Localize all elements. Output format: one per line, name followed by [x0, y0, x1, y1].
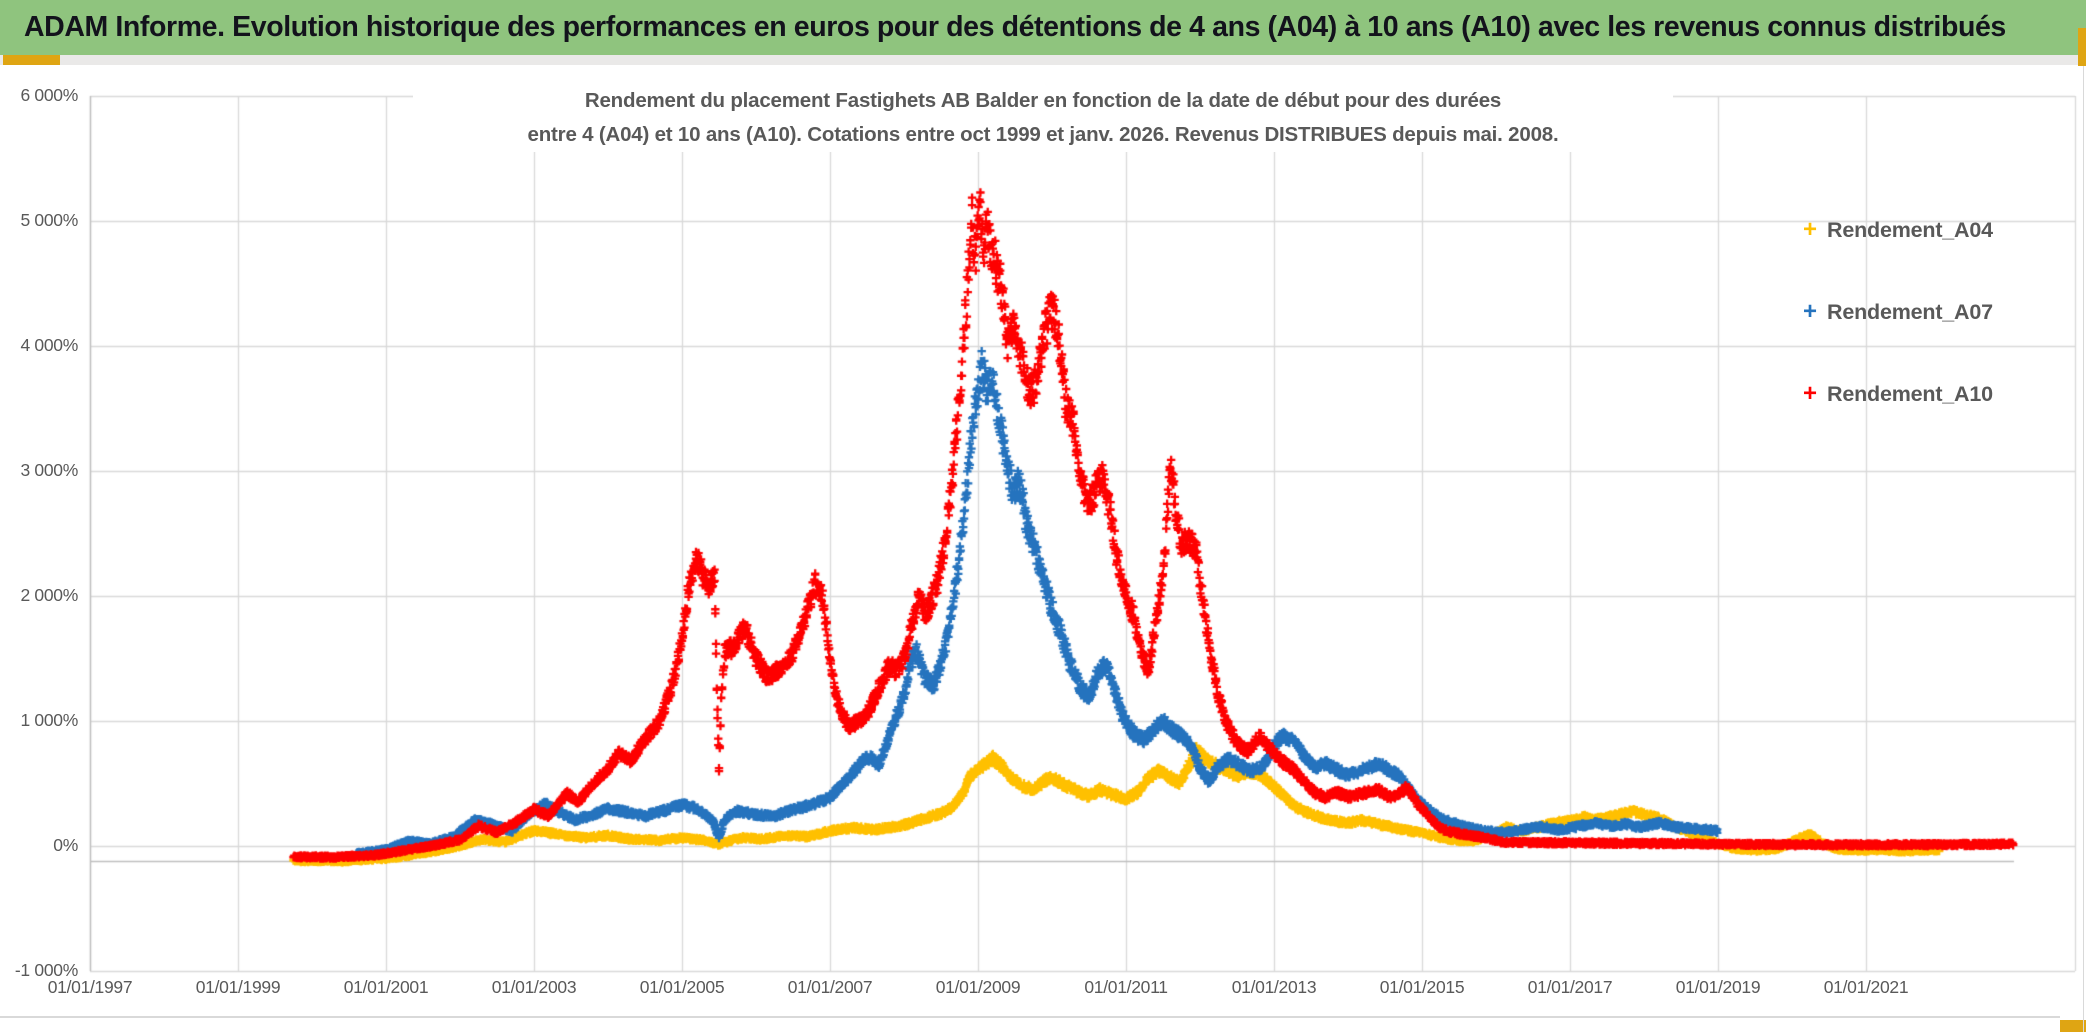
gold-accent-top-left: [3, 55, 60, 65]
legend-entry-a10: + Rendement_A10: [1793, 364, 2043, 424]
y-tick-label: 1 000%: [20, 710, 78, 730]
x-tick-label: 01/01/2013: [1231, 977, 1317, 997]
x-tick-label: 01/01/1997: [47, 977, 133, 997]
chart-title: Rendement du placement Fastighets AB Bal…: [413, 84, 1673, 152]
x-tick-label: 01/01/2011: [1084, 977, 1168, 997]
y-tick-label: 3 000%: [20, 460, 78, 480]
plus-marker-icon: +: [1802, 380, 1817, 407]
x-tick-label: 01/01/2021: [1823, 977, 1909, 997]
banner-underline: [0, 55, 2086, 65]
chart-title-line1: Rendement du placement Fastighets AB Bal…: [584, 89, 1502, 112]
gold-accent-bottom-right: [2060, 1020, 2086, 1032]
x-tick-label: 01/01/2003: [491, 977, 577, 997]
legend-entry-a04: + Rendement_A04: [1793, 200, 2043, 260]
gold-accent-right: [2078, 28, 2086, 66]
title-banner: ADAM Informe. Evolution historique des p…: [0, 0, 2086, 55]
x-tick-label: 01/01/2015: [1379, 977, 1465, 997]
chart-title-line2: entre 4 (A04) et 10 ans (A10). Cotations…: [527, 123, 1559, 146]
legend-entry-a07: + Rendement_A07: [1793, 282, 2043, 342]
legend-label: Rendement_A04: [1827, 217, 1993, 242]
x-tick-label: 01/01/2017: [1527, 977, 1613, 997]
chart-right-border: [2083, 66, 2084, 1032]
x-tick-label: 01/01/2001: [343, 977, 429, 997]
legend-label: Rendement_A10: [1827, 381, 1993, 406]
y-tick-label: 6 000%: [20, 85, 78, 105]
x-tick-label: 01/01/2005: [639, 977, 725, 997]
plus-marker-icon: +: [1802, 298, 1817, 325]
x-tick-label: 01/01/1999: [195, 977, 281, 997]
y-tick-label: 4 000%: [20, 335, 78, 355]
legend-label: Rendement_A07: [1827, 299, 1993, 324]
y-tick-label: -1 000%: [14, 960, 78, 980]
chart-legend: + Rendement_A04 + Rendement_A07 + Rendem…: [1793, 200, 2043, 446]
y-tick-label: 0%: [53, 835, 78, 855]
x-tick-label: 01/01/2019: [1675, 977, 1761, 997]
y-tick-label: 2 000%: [20, 585, 78, 605]
plus-marker-icon: +: [1802, 216, 1817, 243]
x-tick-label: 01/01/2007: [787, 977, 873, 997]
banner-title: ADAM Informe. Evolution historique des p…: [24, 11, 2006, 43]
y-tick-label: 5 000%: [20, 210, 78, 230]
bottom-divider: [0, 1016, 2060, 1018]
x-tick-label: 01/01/2009: [935, 977, 1021, 997]
